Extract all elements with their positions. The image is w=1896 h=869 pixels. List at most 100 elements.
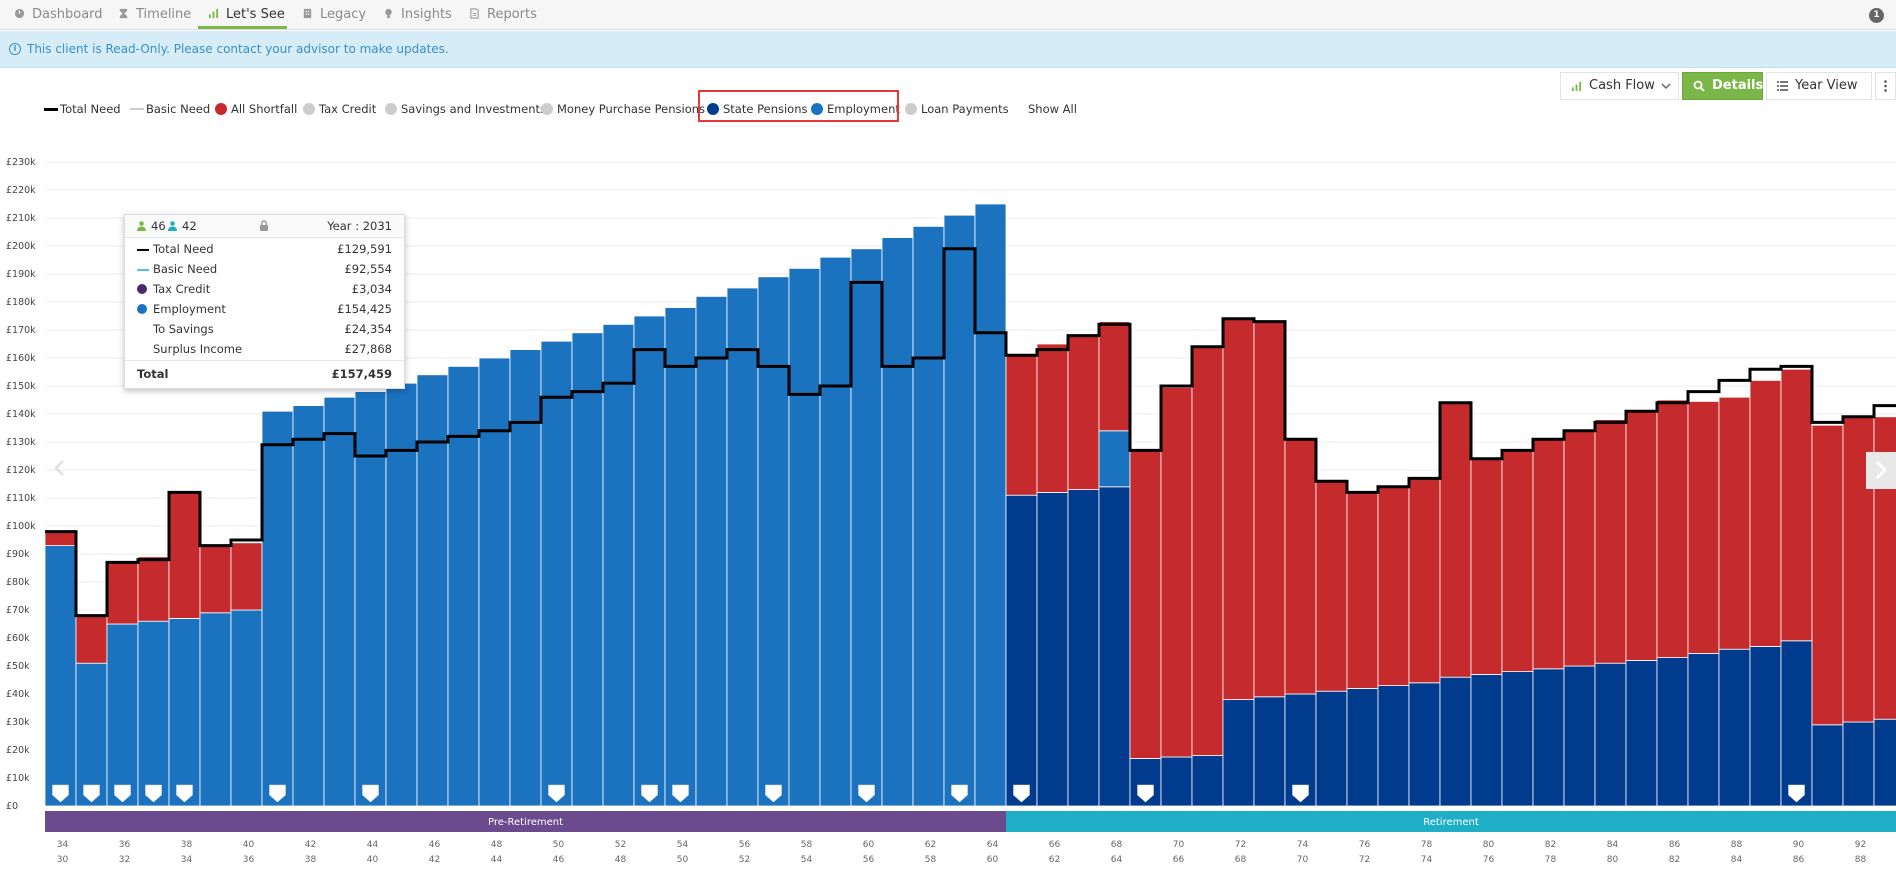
x-tick-label-secondary: 44 xyxy=(491,855,503,865)
cash-flow-dropdown[interactable]: Cash Flow xyxy=(1560,72,1679,100)
bar-segment xyxy=(1563,430,1596,667)
tooltip-row-basic-need: Basic Need £92,554 xyxy=(125,262,404,280)
x-tick-label-primary: 68 xyxy=(1111,840,1123,850)
phase-band-retirement xyxy=(1006,811,1896,832)
legend-label: Total Need xyxy=(60,102,121,116)
event-marker-icon xyxy=(269,784,286,803)
tooltip-row-to-savings: To Savings £24,354 xyxy=(125,322,404,340)
line-swatch-icon xyxy=(130,108,144,110)
tooltip-total-label: Total xyxy=(137,367,169,381)
tab-label: Reports xyxy=(487,7,537,22)
show-all-link[interactable]: Show All xyxy=(1028,102,1077,116)
details-button[interactable]: Details xyxy=(1682,72,1763,100)
bar-segment xyxy=(230,542,263,611)
bar-segment xyxy=(1811,424,1844,726)
x-tick-label-secondary: 76 xyxy=(1483,855,1495,865)
info-icon: i xyxy=(9,43,21,55)
banner-text: This client is Read-Only. Please contact… xyxy=(27,42,449,56)
y-tick-label: £140k xyxy=(6,409,36,420)
bar-segment xyxy=(1098,321,1131,432)
bar-segment xyxy=(1873,718,1896,807)
x-tick-label-primary: 44 xyxy=(367,840,379,850)
bar-segment xyxy=(757,276,790,807)
bar-segment xyxy=(1470,674,1503,807)
tooltip-divider xyxy=(125,360,404,361)
legend-label: Money Purchase Pensions xyxy=(557,102,706,116)
bar-segment xyxy=(1315,480,1348,692)
phase-band-pre-retirement xyxy=(45,811,1006,832)
bar-segment xyxy=(1377,685,1410,807)
y-tick-label: £190k xyxy=(6,269,36,280)
notification-badge[interactable]: 1 xyxy=(1869,8,1884,23)
x-tick-label-primary: 88 xyxy=(1731,840,1743,850)
bar-segment xyxy=(943,214,976,807)
total-need-line xyxy=(45,247,1896,618)
bar-segment xyxy=(106,623,139,807)
line-swatch-icon xyxy=(137,249,149,251)
tooltip-year: Year : 2031 xyxy=(327,219,392,233)
bar-segment xyxy=(1191,346,1224,756)
bar-segment xyxy=(1439,676,1472,807)
x-tick-label-primary: 42 xyxy=(305,840,316,850)
x-tick-label-secondary: 62 xyxy=(1049,855,1060,865)
bar-segment xyxy=(1408,682,1441,807)
y-tick-label: £160k xyxy=(6,353,36,364)
bar-segment xyxy=(1005,354,1038,496)
legend-label: Savings and Investments xyxy=(401,102,547,116)
tab-lets-see[interactable]: Let's See xyxy=(198,0,287,29)
legend-label: Tax Credit xyxy=(319,102,377,116)
bar-segment xyxy=(571,332,604,807)
y-tick-label: £180k xyxy=(6,297,36,308)
magnifier-icon xyxy=(1693,80,1705,92)
event-marker-icon xyxy=(176,784,193,803)
lock-icon xyxy=(260,220,268,231)
bar-segment xyxy=(602,323,635,807)
tab-dashboard[interactable]: Dashboard xyxy=(14,0,103,29)
bar-segment xyxy=(137,556,170,622)
tooltip-row-value: £92,554 xyxy=(344,262,392,276)
tab-timeline[interactable]: Timeline xyxy=(118,0,191,29)
bar-segment xyxy=(1377,486,1410,686)
tooltip-total-row: Total £157,459 xyxy=(125,367,404,385)
line-swatch-icon xyxy=(137,269,149,271)
event-marker-icon xyxy=(858,784,875,803)
tab-reports[interactable]: Reports xyxy=(469,0,537,29)
x-tick-label-secondary: 48 xyxy=(615,855,627,865)
tab-insights[interactable]: Insights xyxy=(383,0,452,29)
tooltip-row-value: £129,591 xyxy=(337,242,392,256)
dot-swatch-icon xyxy=(385,103,397,115)
x-tick-label-primary: 78 xyxy=(1421,840,1433,850)
dot-swatch-icon xyxy=(303,103,315,115)
line-swatch-icon xyxy=(44,108,58,111)
bar-segment xyxy=(1315,690,1348,807)
x-tick-label-secondary: 80 xyxy=(1607,855,1619,865)
x-tick-label-primary: 34 xyxy=(57,840,69,850)
x-tick-label-secondary: 50 xyxy=(677,855,689,865)
scroll-right-arrow[interactable] xyxy=(1866,452,1896,489)
building-icon xyxy=(303,8,312,19)
event-marker-icon xyxy=(83,784,100,803)
bar-segment xyxy=(788,267,821,807)
tab-legacy[interactable]: Legacy xyxy=(302,0,366,29)
bar-segment xyxy=(1160,756,1193,807)
y-tick-label: £90k xyxy=(6,549,30,560)
event-marker-icon xyxy=(145,784,162,803)
tooltip-row-value: £3,034 xyxy=(351,282,392,296)
y-tick-label: £200k xyxy=(6,241,36,252)
bar-segment xyxy=(354,391,387,807)
bar-segment xyxy=(1532,438,1565,670)
bar-segment xyxy=(1253,696,1286,807)
year-view-button[interactable]: Year View xyxy=(1766,72,1872,100)
x-tick-label-primary: 64 xyxy=(987,840,999,850)
x-tick-label-secondary: 74 xyxy=(1421,855,1433,865)
bar-segment xyxy=(199,545,232,614)
tooltip-row-value: £24,354 xyxy=(344,322,392,336)
x-tick-label-primary: 62 xyxy=(925,840,936,850)
x-tick-label-secondary: 82 xyxy=(1669,855,1680,865)
bar-segment xyxy=(1718,648,1751,807)
bar-segment xyxy=(1687,653,1720,807)
list-icon xyxy=(1777,81,1788,91)
scroll-left-arrow[interactable] xyxy=(45,454,73,488)
bar-segment xyxy=(974,203,1007,807)
tooltip-row-label: Employment xyxy=(153,302,226,316)
